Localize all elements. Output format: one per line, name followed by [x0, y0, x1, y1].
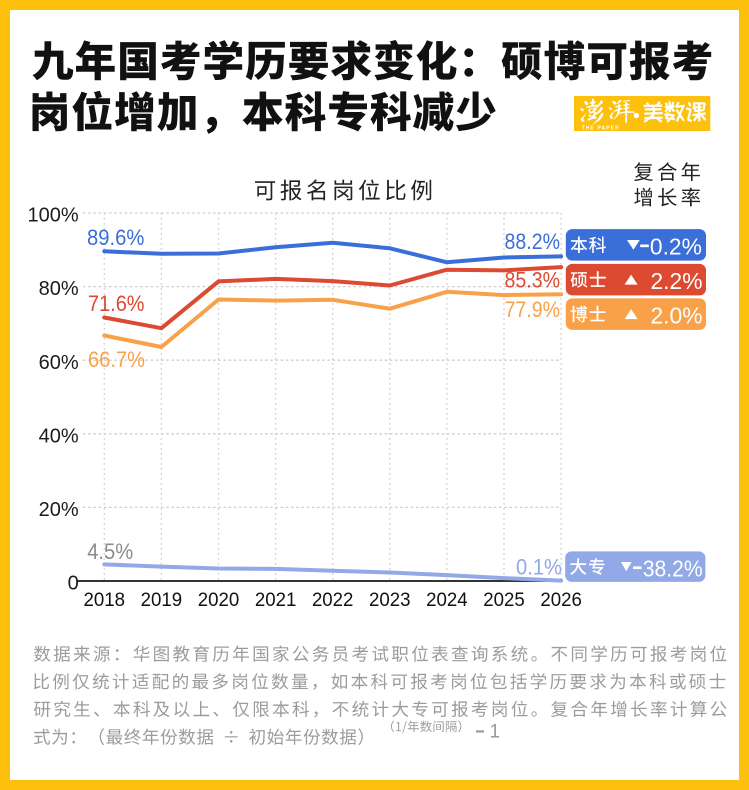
- svg-text:2026: 2026: [540, 589, 582, 611]
- svg-text:0.2%: 0.2%: [650, 233, 702, 259]
- svg-text:1: 1: [490, 722, 501, 743]
- svg-text:40%: 40%: [39, 425, 79, 447]
- svg-text:THE PAPER: THE PAPER: [582, 126, 620, 132]
- svg-text:2021: 2021: [255, 589, 297, 611]
- svg-text:60%: 60%: [39, 352, 79, 374]
- svg-text:2.2%: 2.2%: [651, 268, 703, 294]
- svg-text:100%: 100%: [28, 205, 79, 227]
- svg-text:0.1%: 0.1%: [516, 554, 562, 579]
- svg-text:2019: 2019: [141, 589, 183, 611]
- svg-text:80%: 80%: [39, 278, 79, 300]
- svg-text:4.5%: 4.5%: [87, 539, 133, 564]
- svg-text:20%: 20%: [39, 499, 79, 521]
- svg-text:89.6%: 89.6%: [87, 225, 145, 250]
- svg-text:77.9%: 77.9%: [505, 297, 561, 322]
- svg-text:2022: 2022: [312, 589, 354, 611]
- svg-text:71.6%: 71.6%: [88, 291, 145, 316]
- svg-text:2.0%: 2.0%: [651, 303, 703, 329]
- svg-text:0: 0: [68, 573, 79, 595]
- svg-text:38.2%: 38.2%: [643, 556, 703, 582]
- svg-text:85.3%: 85.3%: [505, 267, 561, 292]
- svg-text:66.7%: 66.7%: [88, 347, 145, 372]
- svg-text:2023: 2023: [369, 589, 411, 611]
- svg-text:2024: 2024: [426, 589, 468, 611]
- svg-text:88.2%: 88.2%: [505, 229, 561, 254]
- svg-text:2020: 2020: [198, 589, 240, 611]
- svg-text:2025: 2025: [483, 589, 525, 611]
- svg-text:2018: 2018: [84, 589, 126, 611]
